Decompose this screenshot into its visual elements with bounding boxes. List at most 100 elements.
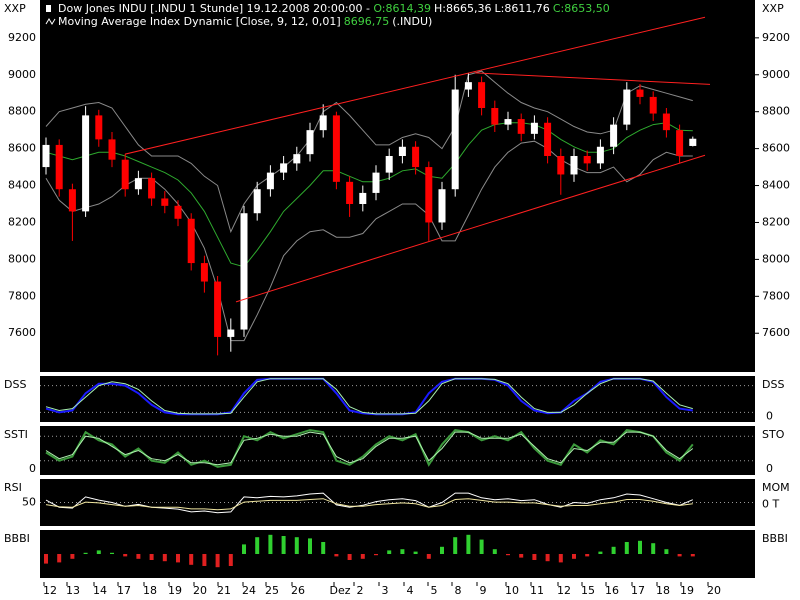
- candle-body: [293, 154, 301, 164]
- legend-low: L:8611,76: [494, 2, 549, 15]
- trendline: [235, 154, 706, 303]
- x-tick-label: 24: [242, 584, 256, 597]
- histogram-bar: [690, 554, 695, 557]
- x-tick-label: 14: [93, 584, 107, 597]
- histogram-bar: [651, 543, 656, 554]
- x-tick-label: 16: [605, 584, 619, 597]
- histogram-bar: [387, 550, 392, 554]
- histogram-bar: [110, 552, 114, 554]
- candle-body: [319, 115, 327, 131]
- moving-average: [45, 122, 693, 268]
- histogram-bar: [242, 544, 246, 554]
- x-tick-label: Dez: [329, 584, 350, 597]
- histogram-bar: [189, 554, 194, 565]
- x-tick-label: 17: [631, 584, 645, 597]
- x-tick-label: 25: [265, 584, 279, 597]
- histogram-bar: [83, 552, 88, 554]
- y-tick-label: 0: [29, 462, 36, 475]
- x-tick-label: 19: [680, 584, 694, 597]
- legend-symbol: Dow Jones INDU [.INDU 1 Stunde] 19.12.20…: [58, 2, 370, 15]
- candle-body: [464, 82, 472, 90]
- legend-icon: [46, 5, 51, 12]
- histogram-bar: [585, 554, 590, 557]
- candle-body: [438, 189, 446, 223]
- main-panel: [40, 0, 755, 372]
- histogram-bar: [466, 534, 471, 554]
- y-tick-label: 0: [766, 462, 773, 475]
- x-tick-label: 18: [656, 584, 670, 597]
- y2-tick-label: 0 T: [762, 498, 779, 511]
- legend-icon: [45, 18, 56, 25]
- trendline: [124, 16, 706, 155]
- histogram-bar: [453, 537, 458, 554]
- indicator-line: [45, 498, 693, 511]
- legend-open: O:8614,39: [373, 2, 431, 15]
- histogram-bar: [215, 554, 220, 568]
- indicator-line: [45, 378, 693, 415]
- candle-body: [148, 178, 156, 199]
- candle-body: [280, 163, 288, 173]
- histogram-bar: [347, 554, 352, 560]
- histogram-bar: [294, 537, 299, 554]
- x-tick-label: 2: [357, 584, 364, 597]
- histogram-bar: [44, 554, 48, 564]
- candle-body: [610, 124, 618, 147]
- y-tick-label: 9200: [8, 31, 36, 44]
- x-tick-label: 12: [43, 584, 57, 597]
- x-tick-label: 11: [530, 584, 544, 597]
- legend-ma-value: 8696,75: [344, 15, 390, 28]
- histogram-bar: [624, 542, 629, 554]
- panel-name: MOM: [762, 481, 790, 494]
- candle-body: [200, 263, 208, 282]
- candle-body: [253, 189, 261, 214]
- histogram-bar: [638, 540, 642, 554]
- x-tick-label: 17: [117, 584, 131, 597]
- x-tick-label: 26: [291, 584, 305, 597]
- candle-body: [134, 178, 142, 190]
- axis-label-left: XXP: [4, 2, 26, 15]
- candle-body: [68, 189, 76, 212]
- candle-body: [227, 329, 235, 337]
- x-tick-label: 3: [382, 584, 389, 597]
- histogram-bar: [268, 534, 273, 554]
- legend-ma-symbol: (.INDU): [392, 15, 432, 28]
- histogram-bar: [598, 551, 603, 554]
- histogram-bar: [281, 536, 286, 554]
- x-tick-label: 9: [480, 584, 487, 597]
- candle-body: [596, 146, 604, 164]
- legend-close: C:8653,50: [553, 2, 610, 15]
- candle-body: [570, 156, 578, 175]
- histogram-bar: [321, 542, 326, 554]
- y-tick-label: 7800: [762, 289, 790, 302]
- candle-body: [557, 156, 565, 175]
- indicator-panel: [40, 530, 755, 578]
- histogram-bar: [479, 539, 484, 554]
- x-tick-label: 20: [193, 584, 207, 597]
- candle-body: [623, 89, 631, 125]
- candle-body: [583, 156, 591, 164]
- legend-line: Dow Jones INDU [.INDU 1 Stunde] 19.12.20…: [58, 2, 610, 15]
- axis-label-right: XXP: [762, 2, 784, 15]
- candle-body: [662, 113, 670, 131]
- y-tick-label: 8600: [762, 142, 790, 155]
- histogram-bar: [400, 549, 405, 554]
- x-tick-label: 5: [431, 584, 438, 597]
- histogram-bar: [96, 550, 101, 554]
- candle-body: [372, 172, 380, 193]
- histogram-bar: [334, 554, 339, 557]
- candle-body: [121, 159, 129, 190]
- candle-body: [42, 144, 50, 168]
- candle-body: [425, 167, 433, 223]
- indicator-panel: [40, 479, 755, 526]
- x-tick-label: 15: [581, 584, 595, 597]
- histogram-bar: [545, 554, 550, 562]
- y-tick-label: 8200: [8, 215, 36, 228]
- legend-ma-name: Moving Average Index Dynamic [Close, 9, …: [58, 15, 341, 28]
- candle-body: [504, 119, 512, 125]
- candle-body: [478, 82, 486, 108]
- y-tick-label: 8000: [762, 252, 790, 265]
- candle-body: [359, 192, 367, 204]
- panel-name: BBBI: [4, 532, 30, 545]
- candle-body: [491, 108, 499, 125]
- candle-body: [412, 146, 420, 168]
